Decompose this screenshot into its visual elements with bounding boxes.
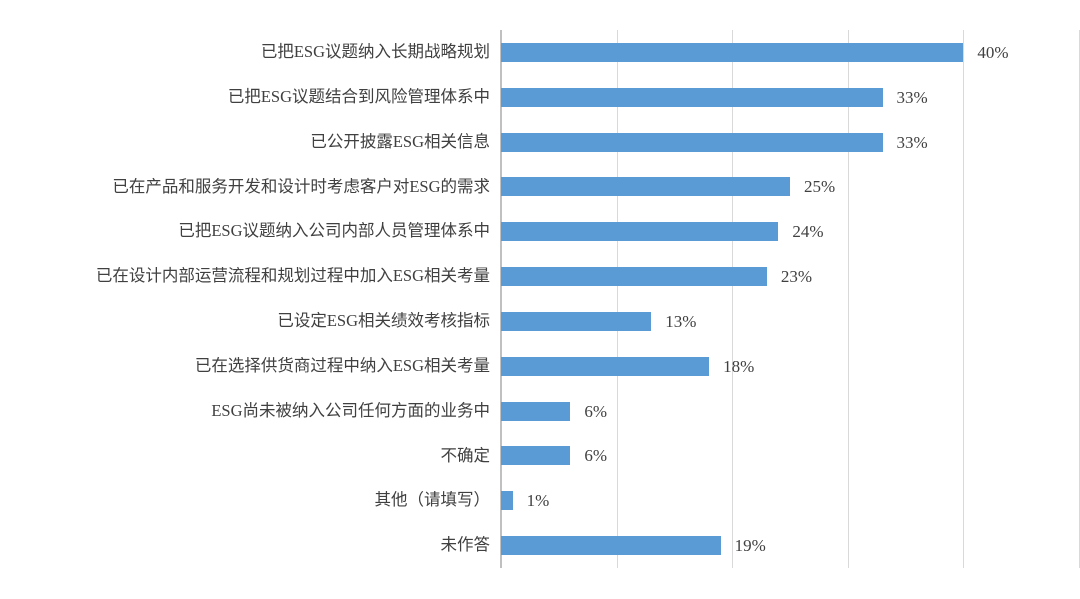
bar — [501, 446, 571, 466]
table-row: 不确定 6% — [0, 433, 1080, 478]
category-label: ESG尚未被纳入公司任何方面的业务中 — [211, 400, 490, 420]
category-label: 已设定ESG相关绩效考核指标 — [277, 311, 490, 331]
category-label: 已把ESG议题纳入公司内部人员管理体系中 — [178, 221, 490, 241]
table-row: 其他（请填写） 1% — [0, 478, 1080, 523]
gridline — [732, 30, 733, 568]
bar-track: 13% — [501, 299, 1080, 344]
value-label: 23% — [780, 267, 813, 287]
value-label: 33% — [896, 132, 928, 152]
bar — [501, 132, 883, 152]
category-label: 已把ESG议题结合到风险管理体系中 — [227, 86, 490, 106]
value-label: 33% — [896, 87, 928, 107]
value-label: 40% — [977, 42, 1009, 62]
value-label: 24% — [792, 222, 824, 242]
value-label: 13% — [665, 311, 697, 331]
value-label: 1% — [526, 491, 550, 511]
gridline — [848, 30, 849, 568]
category-label: 已在产品和服务开发和设计时考虑客户对ESG的需求 — [112, 176, 490, 196]
table-row: 已在选择供货商过程中纳入ESG相关考量 18% — [0, 344, 1080, 389]
bar-track: 1% — [501, 478, 1080, 523]
table-row: 已把ESG议题结合到风险管理体系中 33% — [0, 75, 1080, 120]
table-row: 未作答 19% — [0, 523, 1080, 568]
bar — [501, 311, 652, 331]
category-label: 已在设计内部运营流程和规划过程中加入ESG相关考量 — [95, 266, 490, 286]
bar-track: 18% — [501, 344, 1080, 389]
table-row: 已把ESG议题纳入公司内部人员管理体系中 24% — [0, 209, 1080, 254]
bar — [501, 356, 710, 376]
gridline — [963, 30, 964, 568]
bar-track: 6% — [501, 433, 1080, 478]
category-label: 已公开披露ESG相关信息 — [310, 131, 490, 151]
category-label: 已把ESG议题纳入长期战略规划 — [260, 42, 490, 62]
category-axis-line — [500, 30, 502, 568]
bar-track: 33% — [501, 120, 1080, 165]
bar — [501, 42, 964, 62]
bar — [501, 87, 883, 107]
value-label: 19% — [734, 536, 766, 556]
bar-track: 40% — [501, 30, 1080, 75]
table-row: 已设定ESG相关绩效考核指标 13% — [0, 299, 1080, 344]
category-label: 不确定 — [440, 445, 491, 465]
bar-track: 6% — [501, 389, 1080, 434]
value-label: 6% — [584, 401, 608, 421]
bar-track: 33% — [501, 75, 1080, 120]
bar — [501, 491, 513, 511]
category-label: 已在选择供货商过程中纳入ESG相关考量 — [194, 355, 490, 375]
bar — [501, 401, 571, 421]
table-row: ESG尚未被纳入公司任何方面的业务中 6% — [0, 389, 1080, 434]
bar-track: 19% — [501, 523, 1080, 568]
bar-track: 23% — [501, 254, 1080, 299]
bar-rows: 已把ESG议题纳入长期战略规划 40% 已把ESG议题结合到风险管理体系中 33… — [0, 30, 1080, 568]
table-row: 已把ESG议题纳入长期战略规划 40% — [0, 30, 1080, 75]
table-row: 已在产品和服务开发和设计时考虑客户对ESG的需求 25% — [0, 164, 1080, 209]
bar — [501, 177, 790, 197]
bar-track: 25% — [501, 164, 1080, 209]
bar — [501, 536, 721, 556]
gridline — [617, 30, 618, 568]
value-label: 6% — [584, 446, 608, 466]
category-label: 未作答 — [440, 535, 491, 555]
bar — [501, 222, 779, 242]
bar — [501, 267, 767, 287]
table-row: 已在设计内部运营流程和规划过程中加入ESG相关考量 23% — [0, 254, 1080, 299]
value-label: 18% — [723, 356, 755, 376]
bar-track: 24% — [501, 209, 1080, 254]
value-label: 25% — [804, 177, 836, 197]
category-label: 其他（请填写） — [374, 490, 491, 510]
table-row: 已公开披露ESG相关信息 33% — [0, 120, 1080, 165]
